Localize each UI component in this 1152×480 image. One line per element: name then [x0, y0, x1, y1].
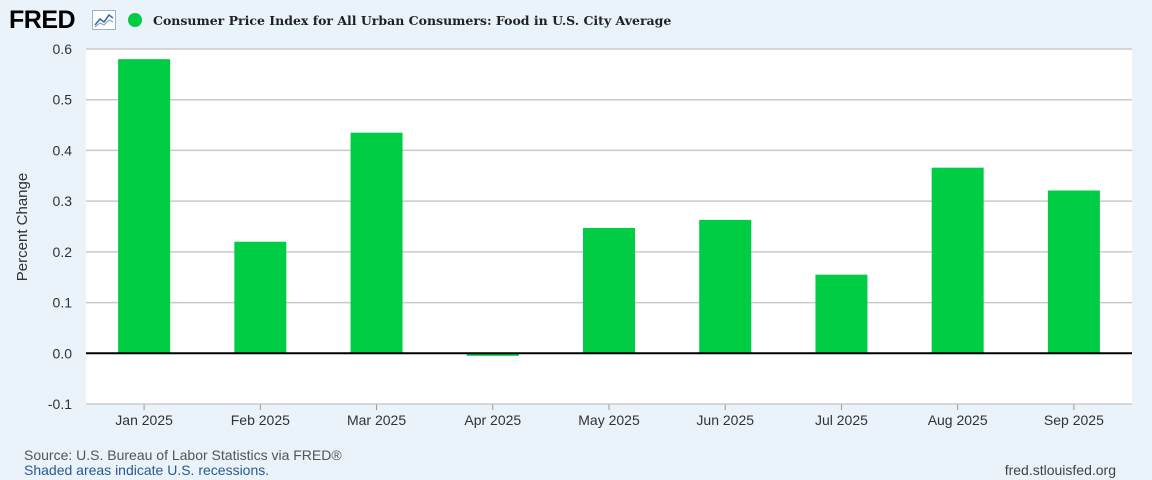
y-tick-label: 0.3 — [53, 193, 73, 209]
fred-logo[interactable]: FRED — [9, 6, 76, 34]
y-tick-label: 0.4 — [53, 142, 73, 158]
y-axis-label: Percent Change — [14, 173, 31, 281]
bar — [234, 241, 287, 354]
x-tick-label: Sep 2025 — [1044, 412, 1104, 428]
bar — [350, 132, 403, 354]
y-tick-label: 0.5 — [53, 92, 73, 108]
x-tick-label: May 2025 — [578, 412, 640, 428]
x-tick-label: Mar 2025 — [347, 412, 406, 428]
y-tick-label: 0.1 — [53, 295, 73, 311]
source-note: Source: U.S. Bureau of Labor Statistics … — [24, 447, 342, 463]
bar — [466, 353, 519, 356]
fred-graph-icon — [92, 10, 116, 30]
x-tick-label: Feb 2025 — [231, 412, 290, 428]
x-tick-label: Jun 2025 — [696, 412, 754, 428]
recession-note[interactable]: Shaded areas indicate U.S. recessions. — [24, 462, 270, 478]
x-tick-label: Aug 2025 — [928, 412, 988, 428]
bar — [815, 274, 868, 354]
x-tick-label: Apr 2025 — [464, 412, 521, 428]
bar — [1047, 190, 1100, 354]
y-tick-label: 0.0 — [53, 345, 73, 361]
bar — [583, 228, 635, 354]
bar — [699, 219, 752, 354]
y-tick-label: 0.2 — [53, 244, 73, 260]
bar — [931, 167, 984, 354]
x-tick-label: Jan 2025 — [115, 412, 173, 428]
y-tick-label: -0.1 — [48, 396, 72, 412]
chart-title: Consumer Price Index for All Urban Consu… — [153, 13, 672, 28]
x-tick-label: Jul 2025 — [815, 412, 868, 428]
site-link[interactable]: fred.stlouisfed.org — [1004, 462, 1116, 478]
legend-marker — [128, 13, 142, 27]
y-tick-label: 0.6 — [53, 41, 73, 57]
bar — [118, 59, 171, 354]
